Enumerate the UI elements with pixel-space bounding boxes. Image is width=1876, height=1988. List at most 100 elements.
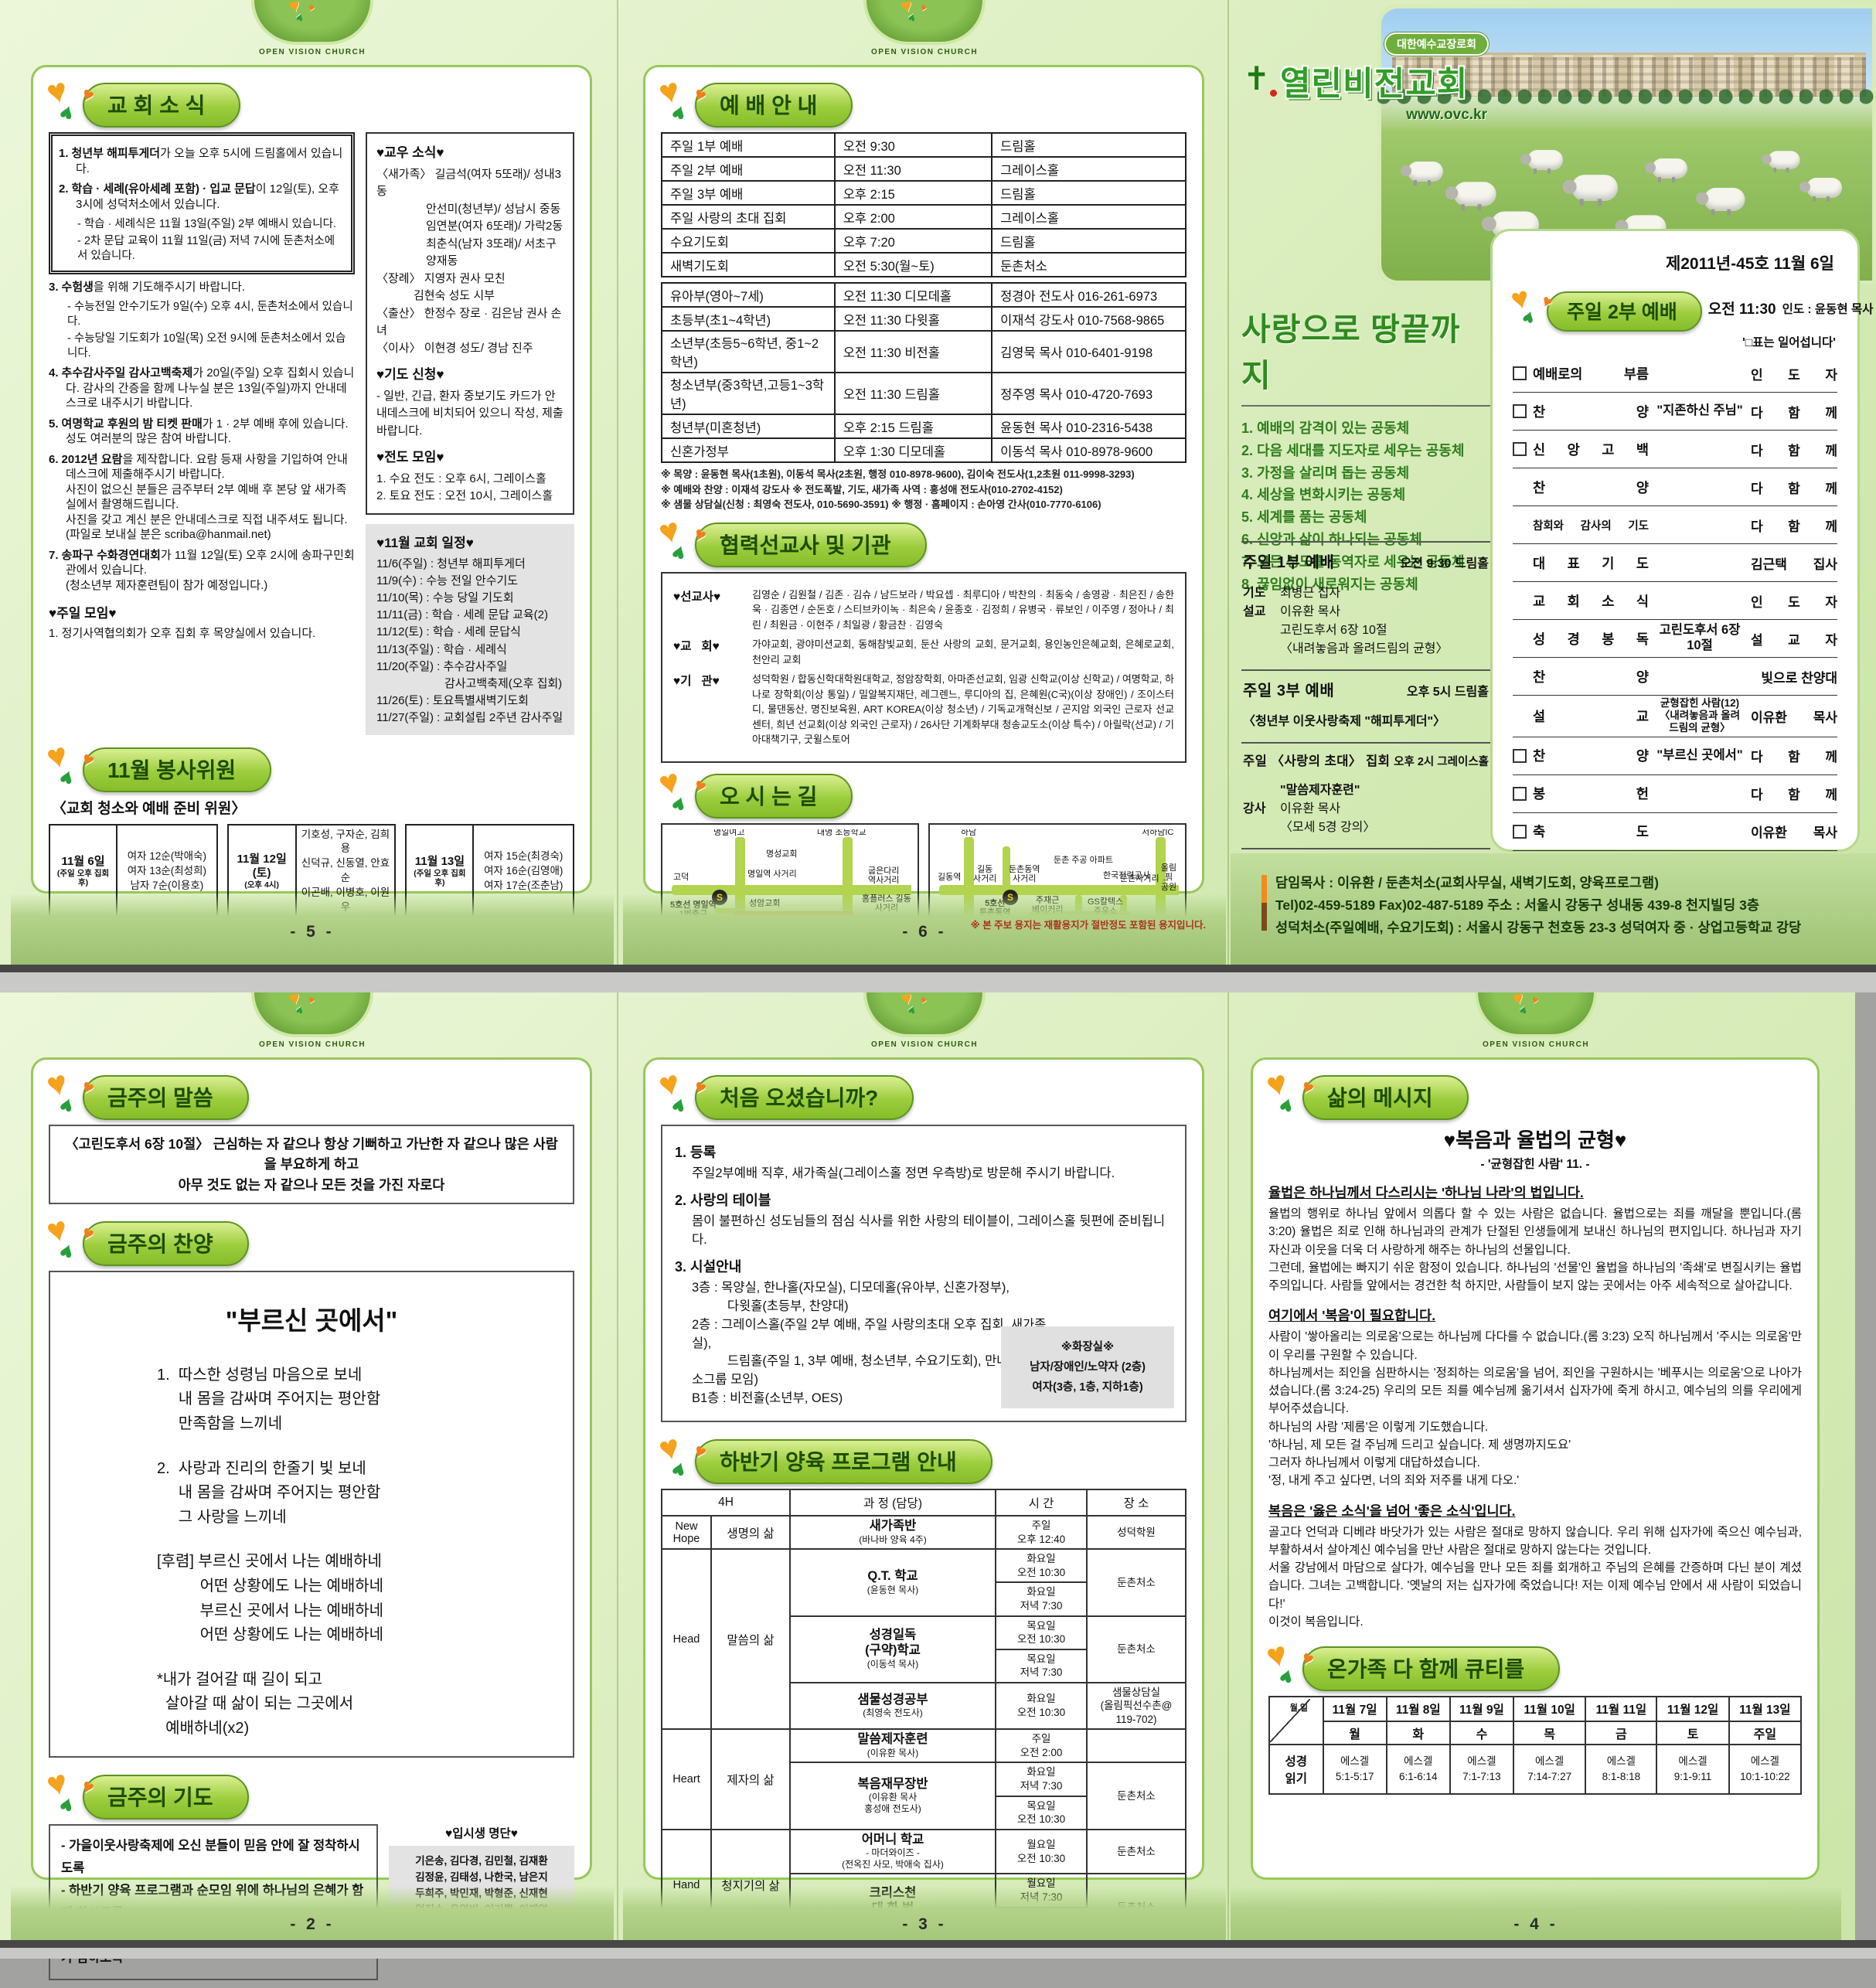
page-number: - 6 -: [902, 923, 947, 941]
notice: 6. 2012년 요람을 제작합니다. 요람 등재 사항을 기입하여 안내데스크에…: [49, 452, 348, 542]
prayer-item: - 가을이웃사랑축제에 오신 분들이 믿음 안에 잘 정착하시도록: [61, 1839, 360, 1876]
section-header-qt: 온가족 다 함께 큐티를: [1268, 1642, 1802, 1691]
map-label: 굽은다리 역사거리: [868, 866, 900, 886]
vision-item: 6. 신앙과 삶이 하나되는 공동체: [1241, 531, 1422, 547]
cell: 주일 오전 2:00: [995, 1728, 1088, 1764]
restroom-info-box: ※화장실※ 남자/장애인/노약자 (2층) 여자(3층, 1층, 지하1층): [1001, 1326, 1174, 1409]
map-label: 한국전력공사: [1103, 870, 1150, 880]
spacer: [1513, 709, 1527, 723]
invite-details: "말씀제자훈련" 강사 이유환 목사 〈모세 5경 강의〉: [1243, 784, 1376, 834]
road: [939, 884, 1179, 895]
order-row: 대 표 기 도 김근택 집사: [1513, 544, 1837, 582]
cell: 이재석 강도사 010-7568-9865: [991, 306, 1187, 332]
cell: 드림홀: [991, 132, 1187, 158]
cell: Q.T. 학교 (윤동현 목사): [789, 1548, 996, 1617]
cover-page: 대한예수교장로회 열린비전교회 www.ovc.kr 사랑으로 땅끝까지 1. …: [1231, 0, 1876, 965]
row-label: 성경 읽기: [1268, 1744, 1324, 1795]
sheep: [1520, 150, 1563, 175]
cell: 유아부(영아~7세): [661, 282, 836, 308]
staff-note: ※ 예배와 찬양 : 이재석 강도사 ※ 전도폭발, 기도, 새가족 사역 : …: [661, 483, 1063, 495]
map-label: 명일여고: [713, 829, 745, 837]
clover-icon: [661, 518, 706, 563]
section-header-welcome: 처음 오셨습니까?: [661, 1071, 1187, 1120]
cell: 드림홀: [991, 180, 1187, 206]
header-cell: 과 정 (담당): [789, 1489, 996, 1517]
recycle-note: ※ 본 주보 용지는 재활용지가 절반정도 포함된 용지입니다.: [970, 920, 1206, 931]
news-line: 〈출산〉 한정수 장로 · 김은남 권사 손녀: [376, 306, 562, 338]
welcome-item-body: 주일2부예배 직후, 새가족실(그레이스홀 정면 우측방)로 방문해 주시기 바…: [692, 1166, 1115, 1180]
church-dome-logo: [251, 992, 373, 1037]
map-label: 하남: [961, 829, 977, 837]
reading-cell: 에스겔 6:1-6:14: [1385, 1744, 1451, 1795]
song-chorus: [후렴] 부르신 곳에서 나는 예배하네 어떤 상황에도 나는 예배하네 부르신…: [157, 1553, 384, 1644]
qt-reading-table: 월.일 11월 7일 11월 8일 11월 9일 11월 10일 11월 11일 11월 …: [1268, 1696, 1803, 1795]
church-dome-logo: [863, 992, 986, 1037]
notice-sub: - 수능당일 기도회가 10일(목) 오전 9시에 둔촌처소에서 있습니다.: [67, 332, 346, 359]
order-row: 찬 양 빛으로 찬양대: [1513, 658, 1837, 696]
news-line: 김현숙 성도 시부: [414, 289, 495, 302]
order-row: 참회와 감사의 기도 다 함 께: [1513, 506, 1837, 544]
service3-note: 〈청년부 이웃사랑축제 "해피투게더"〉: [1243, 715, 1446, 728]
welcome-item-body: 몸이 불편하신 성도님들의 점심 식사를 위한 사랑의 테이블이, 그레이스홀 …: [692, 1214, 1166, 1247]
cell: 둔촌처소: [1086, 1828, 1187, 1875]
clover-icon: [661, 1435, 706, 1479]
motto-block: 사랑으로 땅끝까지 1. 예배의 감격이 있는 공동체 2. 다음 세대를 지도…: [1241, 303, 1490, 595]
schedule-line: 11/6(주일) : 청년부 해피투게더: [376, 557, 526, 570]
section-header-worship: 예 배 안 내: [661, 78, 1187, 128]
separator-band: [0, 1948, 1876, 1959]
cell: 소년부(초등5~6학년, 중1~2학년): [661, 330, 836, 373]
news-line: 〈장례〉 지영자 권사 모친: [376, 271, 506, 285]
notice: 1. 청년부 해피투게더가 오늘 오후 5시에 드림홀에서 있습니다.: [59, 147, 343, 175]
order-of-worship-card: 제2011년-45호 11월 6일 주일 2부 예배 오전 11:30 인도 : 윤…: [1490, 229, 1874, 937]
separator-band: [0, 1940, 1876, 1948]
page-footer: - 5 -: [11, 894, 614, 965]
fold-line: [617, 0, 618, 965]
news-line: 안선미(청년부)/ 성남시 중동: [426, 202, 561, 216]
invite-title-row: 주일 〈사랑의 초대〉 집회 오후 2시 그레이스홀: [1241, 742, 1490, 775]
map-label: 둔촌사거리 →: [1120, 873, 1170, 883]
message-subtitle: - '균형잡힌 사람' 11. -: [1480, 1158, 1590, 1171]
service1-details: 기도 최병근 집사 설교 이유환 목사 고린도후서 6장 10절 〈내려놓음과 올려…: [1243, 587, 1449, 655]
service-time: 오전 11:30: [1707, 301, 1776, 318]
section-title: 교 회 소 식: [83, 83, 241, 128]
cell: New Hope: [661, 1515, 712, 1551]
section-title: 삶의 메시지: [1302, 1075, 1469, 1120]
bulletin-inner-sheet: OPEN VISION CHURCH 금주의 말씀 〈고린도후서 6장 10절〉…: [0, 992, 1855, 1980]
section-title: 오 시 는 길: [695, 773, 853, 819]
cell: 목요일 오전 10:30: [995, 1795, 1088, 1830]
section-title: 금주의 기도: [83, 1775, 249, 1820]
separator-band: [0, 972, 1876, 992]
clover-icon: [49, 78, 94, 123]
news-line: 임연분(여자 6또래)/ 가락2동: [426, 220, 563, 233]
clover-icon: [661, 1071, 706, 1115]
contact-line: 담임목사 : 이유환 / 둔촌처소(교회사무실, 새벽기도회, 양육프로그램): [1275, 875, 1659, 890]
clover-icon: [661, 769, 706, 814]
missionary-box: ♥선교사♥ 김영순 / 김원철 / 김존 · 김슈 / 남드보라 / 박요셉 · …: [661, 571, 1187, 763]
spacer: [1513, 669, 1527, 683]
church-brand-text: OPEN VISION CHURCH: [258, 48, 366, 56]
section-title: 금주의 말씀: [83, 1075, 249, 1120]
cell: 정주영 목사 010-4720-7693: [991, 372, 1187, 415]
member-news-column: ♥교우 소식♥ 〈새가족〉 길금석(여자 5또래)/ 성내3동 안선미(청년부)…: [366, 132, 574, 735]
section-header-prayer: 금주의 기도: [49, 1770, 574, 1820]
welcome-item-title: 1. 등록: [675, 1145, 717, 1160]
section-header-praise: 금주의 찬양: [49, 1217, 574, 1266]
clover-icon: [1268, 1071, 1313, 1115]
cell: 오후 7:20: [833, 228, 993, 254]
section-title: 금주의 찬양: [83, 1220, 249, 1266]
section-title: 처음 오셨습니까?: [695, 1075, 914, 1120]
stand-checkbox: [1513, 786, 1527, 801]
message-heading: 복음은 '옳은 소식'을 넘어 '좋은 소식'입니다.: [1268, 1503, 1516, 1519]
bulletin-outer-sheet: OPEN VISION CHURCH 교 회 소 식 1.청년부 해피투게더가 …: [0, 0, 1876, 1032]
heart-icon: [306, 2, 316, 14]
cell: 화요일 오전 10:30: [995, 1548, 1088, 1584]
cell: 화요일 저녁 7:30: [995, 1581, 1088, 1617]
evangelism-line: 1. 수요 전도 : 오후 6시, 그레이스홀: [376, 471, 546, 485]
page-4-life-message: OPEN VISION CHURCH 삶의 메시지 ♥복음과 율법의 균형♥ -…: [1231, 992, 1841, 1957]
section-header-service2: 주일 2부 예배 오전 11:30 인도 : 윤동현 목사: [1513, 287, 1874, 332]
schedule-line: 11/13(주일) : 학습 · 세례식: [376, 642, 507, 656]
cell: 윤동현 목사 010-2316-5438: [991, 414, 1187, 439]
cell: 김영묵 목사 010-6401-9198: [991, 330, 1187, 373]
notice: 2. 학습 · 세례(유아세례 포함) · 입교 문답이 12일(토), 오후 3…: [59, 182, 343, 211]
vision-item: 8. 끊임없이 새로워지는 공동체: [1241, 576, 1418, 592]
